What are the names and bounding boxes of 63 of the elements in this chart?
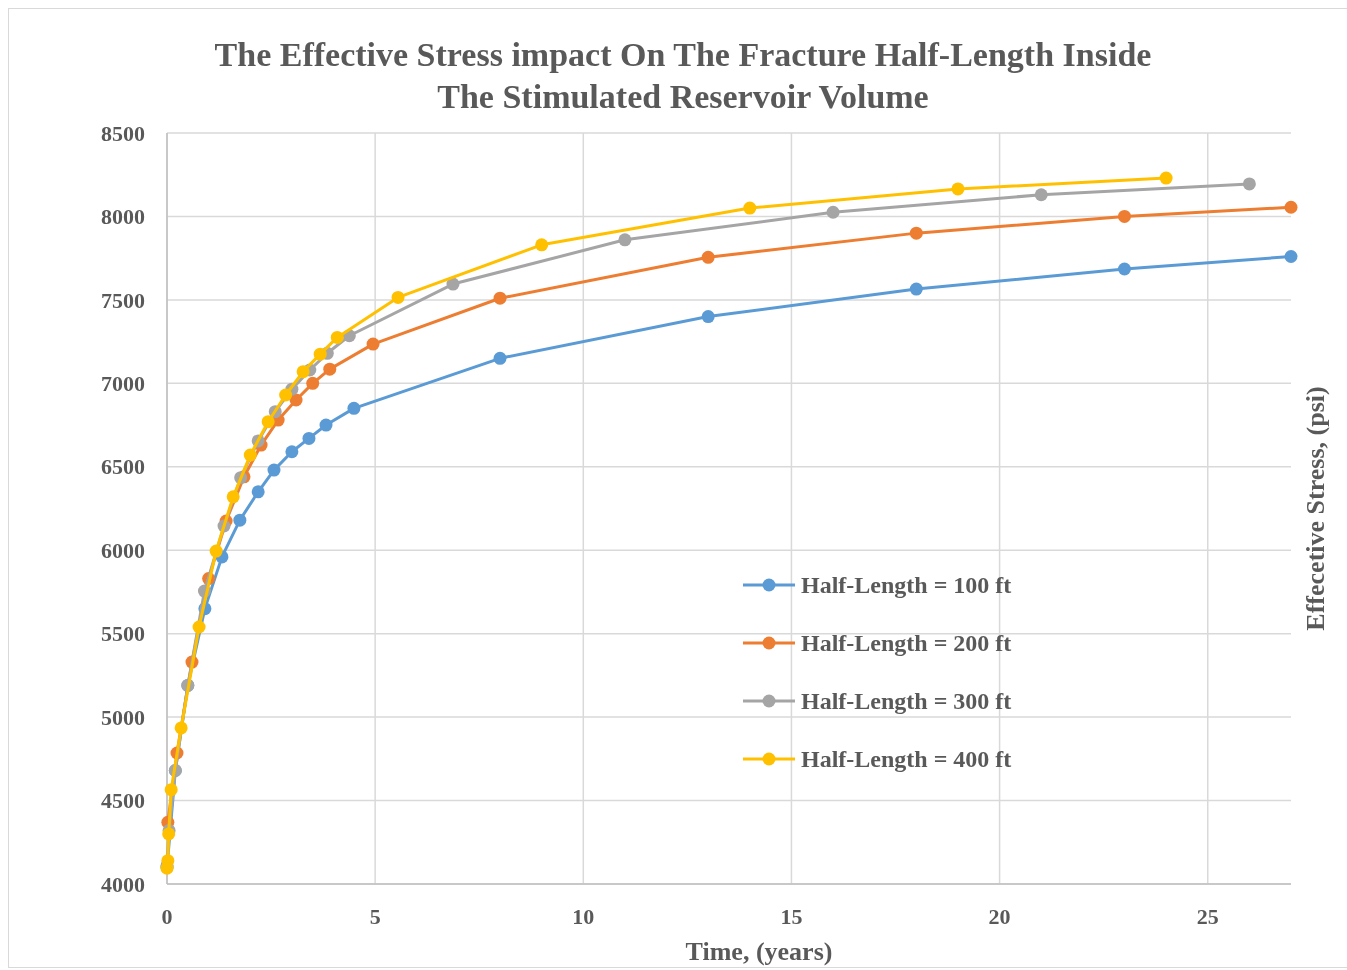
x-axis-title: Time, (years) [685, 937, 833, 966]
y-tick-label: 5000 [101, 704, 145, 730]
legend-label: Half-Length = 100 ft [801, 572, 1012, 599]
point [279, 388, 293, 402]
point [164, 783, 178, 797]
y-tick-label: 6000 [101, 537, 145, 563]
point [493, 291, 507, 305]
point [951, 182, 965, 196]
y-tick-label: 8000 [101, 204, 145, 230]
point [1159, 171, 1173, 185]
point [493, 351, 507, 365]
y-tick-label: 8500 [101, 120, 145, 146]
point [1034, 188, 1048, 202]
point [1242, 177, 1256, 191]
point [347, 401, 361, 415]
point [366, 337, 380, 351]
legend-label: Half-Length = 400 ft [801, 746, 1012, 773]
point [1284, 200, 1298, 214]
legend-label: Half-Length = 200 ft [801, 630, 1012, 657]
point [1117, 209, 1131, 223]
y-tick-label: 4500 [101, 788, 145, 814]
point [909, 282, 923, 296]
x-tick-label: 0 [161, 904, 173, 929]
point [391, 290, 405, 304]
y-tick-label: 7500 [101, 287, 145, 313]
y-tick-label: 5500 [101, 621, 145, 647]
point [743, 201, 757, 215]
point [285, 445, 299, 459]
point [826, 205, 840, 219]
point [323, 362, 337, 376]
point [261, 415, 275, 429]
x-tick-label: 15 [780, 904, 803, 929]
point [226, 490, 240, 504]
point [1284, 250, 1298, 263]
point [701, 310, 715, 324]
y-tick-label: 4000 [101, 871, 145, 897]
y-tick-label: 6500 [101, 454, 145, 480]
point [192, 620, 206, 634]
point [296, 365, 310, 379]
point [330, 330, 344, 344]
x-tick-label: 5 [369, 904, 381, 929]
point [209, 544, 223, 558]
point [701, 250, 715, 264]
point [267, 463, 281, 477]
x-tick-label: 20 [988, 904, 1011, 929]
point [233, 513, 247, 527]
point [319, 418, 333, 432]
point [306, 376, 320, 390]
point [313, 347, 327, 361]
x-tick-label: 25 [1196, 904, 1219, 929]
point [1117, 262, 1131, 276]
chart-title: The Effective Stress impact On The Fracture Half-Length Inside The Stimulated Reservoir Volume [214, 36, 1152, 115]
point [251, 485, 265, 499]
point [535, 238, 549, 252]
point [618, 233, 632, 247]
point [243, 448, 257, 462]
point [174, 721, 188, 735]
y-axis-title: Effecetive Stress, (psi) [1301, 386, 1330, 631]
x-tick-label: 10 [572, 904, 595, 929]
legend-label: Half-Length = 300 ft [801, 688, 1012, 715]
point [302, 431, 316, 445]
point [909, 226, 923, 240]
y-tick-label: 7000 [101, 371, 145, 397]
